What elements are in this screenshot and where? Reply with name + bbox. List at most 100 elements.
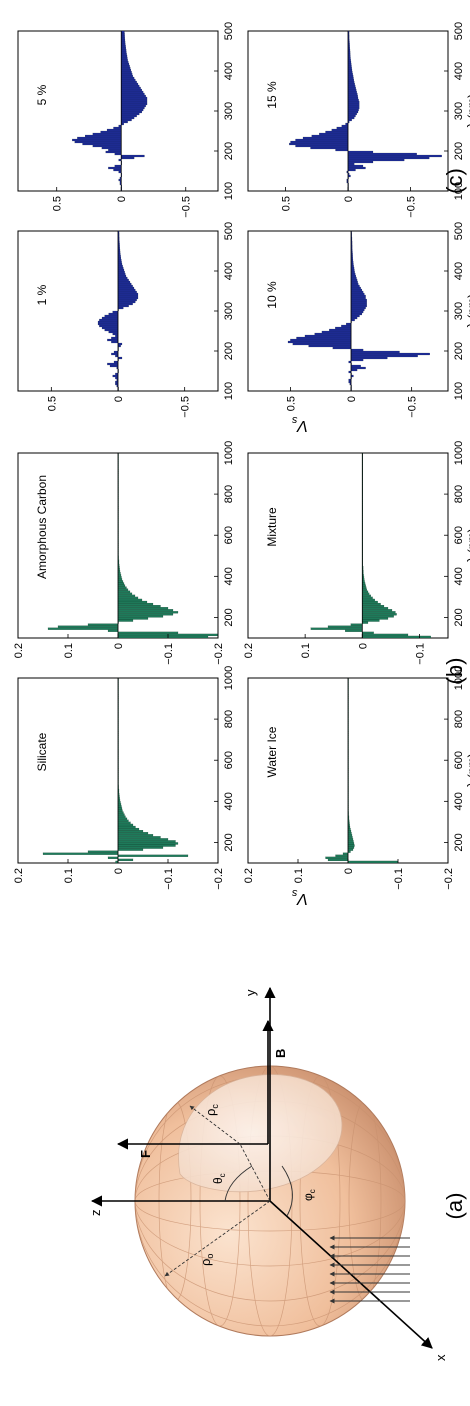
bar	[112, 310, 119, 314]
bar	[117, 827, 140, 831]
bar	[347, 838, 354, 841]
bar	[101, 326, 119, 330]
bar	[347, 96, 359, 100]
bar	[57, 625, 119, 628]
bar	[347, 58, 351, 62]
x-tick-label: 1000	[453, 666, 465, 690]
bar	[101, 146, 122, 150]
chart-one-percent: 100 200 300 400 500 0.5 0 −0.5 1 %	[17, 222, 235, 418]
bar	[347, 60, 352, 64]
bar	[117, 576, 122, 579]
bar	[117, 807, 123, 810]
vs-label-b: Vs	[291, 887, 308, 907]
x-tick-label: 400	[223, 262, 235, 280]
bar	[347, 68, 353, 72]
y-tick-label: −0.1	[414, 643, 426, 665]
bar	[347, 106, 360, 110]
rho-o-label: ρo	[198, 1254, 215, 1266]
bar	[117, 832, 149, 835]
y-tick-label: 0	[346, 396, 358, 402]
y-tick-label: −0.5	[181, 196, 193, 218]
bar	[350, 366, 366, 370]
y-tick-label: 0.2	[13, 643, 25, 658]
bar	[347, 76, 354, 80]
bar	[362, 586, 367, 589]
bar	[107, 856, 119, 859]
bar	[117, 266, 124, 270]
bar	[350, 314, 360, 318]
bar	[121, 76, 135, 80]
x-axis-label: λ (nm)	[465, 754, 470, 788]
bar	[121, 30, 125, 34]
bar	[117, 596, 139, 600]
x-tick-label: 500	[223, 222, 235, 240]
bar	[117, 284, 133, 288]
bar	[121, 86, 141, 90]
bar	[74, 140, 122, 144]
bar	[117, 254, 121, 258]
bar	[117, 615, 164, 618]
bar	[117, 594, 136, 597]
bar	[117, 356, 123, 360]
x-tick-label: 600	[453, 751, 465, 769]
bar	[350, 302, 367, 306]
theta-c-label: θc	[211, 1173, 227, 1184]
x-tick-label: 1000	[223, 441, 235, 465]
bar	[117, 278, 129, 282]
y-tick-label: 0	[116, 196, 128, 202]
bar	[350, 290, 364, 294]
y-axis-label: y	[243, 989, 258, 996]
bar	[347, 112, 357, 116]
bar	[295, 138, 349, 142]
x-tick-label: 200	[453, 142, 465, 160]
bar	[115, 380, 119, 384]
bar	[117, 635, 209, 639]
bar	[335, 854, 349, 857]
bar	[290, 338, 352, 342]
bar	[121, 56, 128, 60]
bar	[347, 830, 352, 833]
bar	[117, 282, 132, 286]
bar	[100, 130, 122, 134]
bar	[109, 364, 119, 368]
x-tick-label: 200	[453, 833, 465, 851]
bar	[350, 282, 359, 286]
bar	[332, 346, 352, 350]
panel-label-b: (b)	[442, 658, 467, 685]
bar	[121, 96, 148, 100]
bar	[319, 132, 349, 136]
phi-c-label: φc	[301, 1189, 317, 1201]
x-tick-label: 800	[453, 485, 465, 503]
bar	[121, 72, 133, 76]
bar	[117, 834, 154, 837]
y-tick-label: −0.5	[406, 196, 418, 218]
bar	[108, 166, 122, 170]
rho-o-line	[164, 1200, 271, 1277]
bar	[117, 578, 123, 581]
bar	[117, 582, 125, 585]
bar	[117, 272, 126, 276]
y-tick-label: −0.2	[213, 643, 225, 665]
bar	[347, 152, 417, 156]
bar	[121, 98, 148, 102]
bar	[121, 46, 126, 50]
bar	[104, 328, 119, 332]
bar	[107, 338, 119, 342]
bar	[341, 124, 349, 128]
bar	[362, 619, 380, 622]
bar	[350, 358, 364, 362]
bar	[327, 625, 363, 628]
chart-amorphous-carbon: 200 400 600 800 1000 0.2 0.1 0 −0.1 −0.2 Amorphous…	[13, 441, 235, 665]
bar	[347, 834, 353, 837]
y-tick-label: −0.1	[393, 868, 405, 890]
bar	[310, 627, 363, 630]
bar	[321, 330, 352, 334]
y-tick-label: 0	[113, 868, 125, 874]
bar	[347, 166, 366, 170]
bar	[310, 146, 349, 150]
bar	[92, 144, 122, 148]
bar	[347, 78, 354, 82]
bar	[117, 805, 122, 808]
bar	[121, 156, 135, 160]
bar	[347, 80, 355, 84]
